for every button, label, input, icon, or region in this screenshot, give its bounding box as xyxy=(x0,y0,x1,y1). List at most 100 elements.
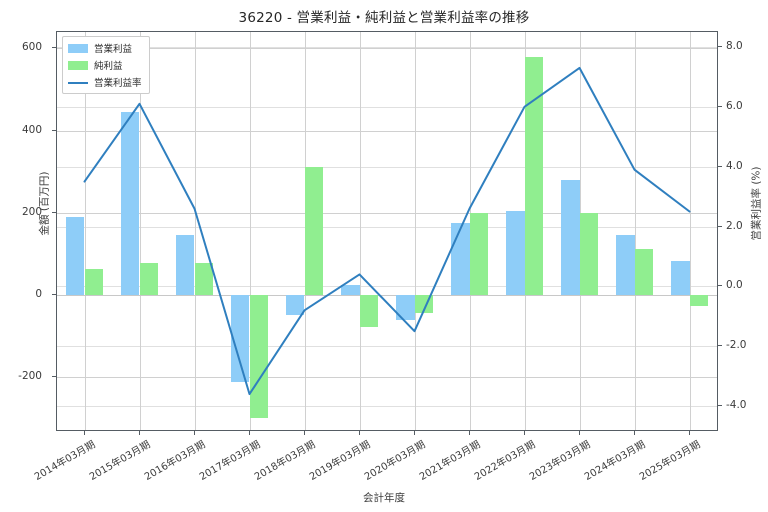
x-axis-tick xyxy=(578,431,580,435)
x-axis-label: 会計年度 xyxy=(363,492,405,504)
plot-inner xyxy=(57,32,717,430)
y-axis-right-tick xyxy=(718,285,722,287)
bar-net-profit xyxy=(304,167,323,295)
y-axis-right-tick xyxy=(718,105,722,107)
x-axis-tick xyxy=(688,431,690,435)
bar-operating-profit xyxy=(561,179,580,295)
bar-operating-profit xyxy=(341,285,360,295)
y-axis-right-tick-label: 0.0 xyxy=(726,279,743,292)
gridline-horizontal xyxy=(57,376,717,378)
bar-operating-profit xyxy=(176,235,195,295)
x-axis-tick xyxy=(633,431,635,435)
legend-swatch-operating-margin xyxy=(68,81,88,84)
gridline-vertical xyxy=(84,32,86,430)
x-axis-tick xyxy=(193,431,195,435)
x-axis-tick-label: 2018年03月期 xyxy=(252,439,317,483)
legend-label-operating-profit: 営業利益 xyxy=(94,44,133,55)
x-axis-tick xyxy=(523,431,525,435)
y-axis-right-tick xyxy=(718,165,722,167)
bar-net-profit xyxy=(579,212,598,295)
bar-operating-profit xyxy=(286,294,305,316)
gridline-vertical xyxy=(634,32,636,430)
x-axis-tick xyxy=(248,431,250,435)
legend-swatch-net-profit xyxy=(68,60,88,70)
y-axis-right-label: 営業利益率 (%) xyxy=(750,166,763,241)
y-axis-right-tick xyxy=(718,46,722,47)
margin-line-series xyxy=(83,66,691,396)
chart-legend: 営業利益 純利益 営業利益率 xyxy=(62,36,150,94)
bar-operating-profit xyxy=(671,261,690,295)
y-axis-left-tick-label: 200 xyxy=(21,205,42,218)
bar-operating-profit xyxy=(506,210,525,295)
gridline-vertical xyxy=(414,32,416,430)
gridline-horizontal-right xyxy=(57,47,717,48)
gridline-horizontal-right xyxy=(57,286,717,288)
x-axis-tick xyxy=(303,431,305,435)
bar-net-profit xyxy=(359,294,378,328)
y-axis-left-tick xyxy=(52,293,56,295)
bar-net-profit xyxy=(524,56,543,295)
legend-item-operating-margin: 営業利益率 xyxy=(68,75,142,89)
y-axis-left-tick-label: 400 xyxy=(21,123,42,136)
gridline-vertical xyxy=(689,32,691,430)
y-axis-left-tick-label: -200 xyxy=(18,369,42,382)
plot-area xyxy=(56,31,718,431)
page-title: 36220 - 営業利益・純利益と営業利益率の推移 xyxy=(238,10,530,26)
gridline-vertical xyxy=(359,32,361,430)
x-axis-tick-label: 2014年03月期 xyxy=(32,439,97,483)
legend-label-operating-margin: 営業利益率 xyxy=(94,78,142,89)
gridline-horizontal-right xyxy=(57,226,717,228)
gridline-horizontal-right xyxy=(57,106,717,108)
x-axis-tick xyxy=(358,431,360,435)
bar-operating-profit xyxy=(66,216,85,295)
zero-baseline xyxy=(57,294,717,296)
y-axis-left-tick xyxy=(52,129,56,131)
gridline-horizontal xyxy=(57,48,717,50)
legend-label-net-profit: 純利益 xyxy=(94,61,123,72)
gridline-vertical xyxy=(139,32,141,430)
x-axis-tick xyxy=(83,431,85,435)
gridline-vertical xyxy=(194,32,196,430)
legend-swatch-operating-profit xyxy=(68,43,88,53)
gridline-horizontal-right xyxy=(57,346,717,348)
gridline-horizontal xyxy=(57,130,717,132)
x-axis-tick xyxy=(468,431,470,435)
legend-item-net-profit: 純利益 xyxy=(68,58,142,72)
x-axis-tick-label: 2016年03月期 xyxy=(142,439,207,483)
x-axis-tick-label: 2020年03月期 xyxy=(362,439,427,483)
y-axis-left-tick xyxy=(52,47,56,49)
bar-operating-profit xyxy=(231,294,250,382)
bar-net-profit xyxy=(689,294,708,307)
y-axis-left-tick-label: 0 xyxy=(35,287,42,300)
x-axis-tick-label: 2015年03月期 xyxy=(87,439,152,483)
y-axis-right-tick-label: -2.0 xyxy=(726,339,747,352)
y-axis-right-tick xyxy=(718,345,722,347)
y-axis-right-tick-label: 2.0 xyxy=(726,219,743,232)
bar-operating-profit xyxy=(121,112,140,295)
x-axis-tick-label: 2017年03月期 xyxy=(197,439,262,483)
x-axis-tick xyxy=(413,431,415,435)
y-axis-right-tick-label: -4.0 xyxy=(726,399,747,412)
y-axis-left-label: 金額 (百万円) xyxy=(38,171,51,236)
y-axis-left-tick xyxy=(52,211,56,213)
gridline-horizontal-right xyxy=(57,406,717,408)
legend-item-operating-profit: 営業利益 xyxy=(68,41,142,55)
x-axis-tick-label: 2024年03月期 xyxy=(582,439,647,483)
y-axis-right-tick xyxy=(718,225,722,227)
x-axis-tick-label: 2023年03月期 xyxy=(527,439,592,483)
bar-net-profit xyxy=(469,212,488,295)
bar-net-profit xyxy=(139,263,158,295)
y-axis-right-tick xyxy=(718,405,722,407)
y-axis-left-tick xyxy=(52,375,56,377)
bar-net-profit xyxy=(634,248,653,295)
bar-net-profit xyxy=(194,263,213,295)
y-axis-right-tick-label: 4.0 xyxy=(726,159,743,172)
x-axis-tick-label: 2022年03月期 xyxy=(472,439,537,483)
y-axis-right-tick-label: 6.0 xyxy=(726,99,743,112)
x-axis-tick-label: 2025年03月期 xyxy=(637,439,702,483)
y-axis-left-tick-label: 600 xyxy=(21,41,42,54)
x-axis-tick xyxy=(138,431,140,435)
x-axis-tick-label: 2021年03月期 xyxy=(417,439,482,483)
bar-net-profit xyxy=(84,269,103,295)
